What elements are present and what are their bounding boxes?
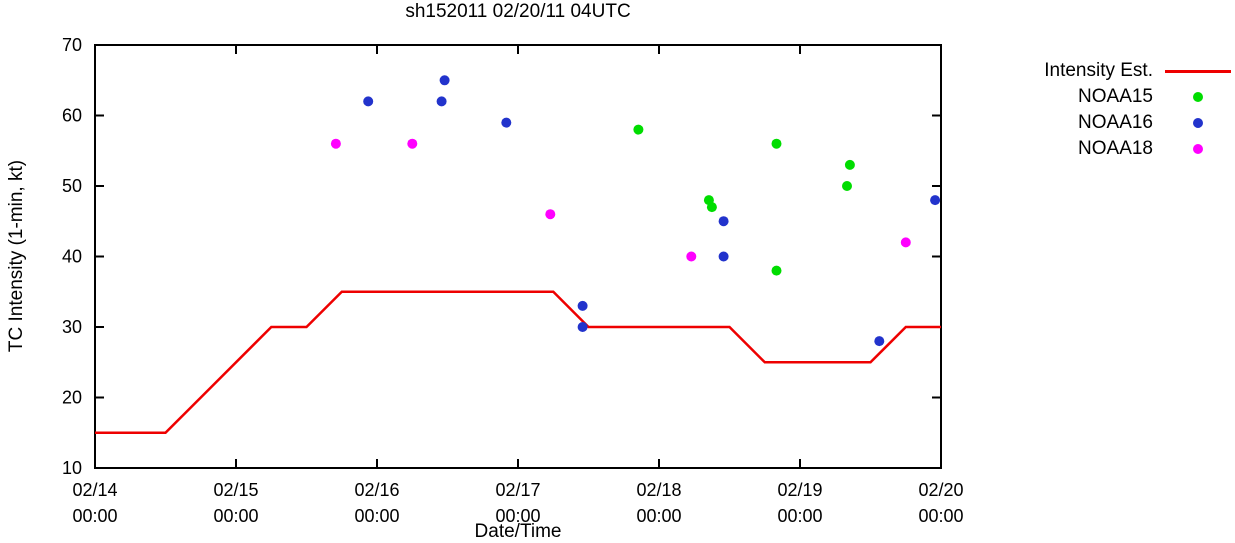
legend-label-intensity-est: Intensity Est. xyxy=(1044,60,1153,81)
svg-text:00:00: 00:00 xyxy=(918,506,963,526)
legend-label-noaa15: NOAA15 xyxy=(1078,86,1153,107)
svg-text:02/18: 02/18 xyxy=(636,480,681,500)
svg-text:40: 40 xyxy=(62,247,82,267)
legend-item-noaa16: NOAA16 xyxy=(1044,110,1231,136)
intensity-line-marker xyxy=(1165,64,1231,78)
chart-title: sh152011 02/20/11 04UTC xyxy=(405,1,631,22)
svg-text:00:00: 00:00 xyxy=(354,506,399,526)
svg-text:20: 20 xyxy=(62,388,82,408)
svg-text:02/14: 02/14 xyxy=(72,480,117,500)
legend-item-intensity-est: Intensity Est. xyxy=(1044,58,1231,84)
legend: Intensity Est. NOAA15 NOAA16 NOAA18 xyxy=(1044,58,1231,162)
svg-text:02/19: 02/19 xyxy=(777,480,822,500)
noaa15-dot-marker xyxy=(1165,90,1231,104)
noaa16-dot-marker xyxy=(1165,116,1231,130)
svg-text:02/17: 02/17 xyxy=(495,480,540,500)
legend-label-noaa18: NOAA18 xyxy=(1078,138,1153,159)
legend-label-noaa16: NOAA16 xyxy=(1078,112,1153,133)
svg-text:00:00: 00:00 xyxy=(213,506,258,526)
svg-text:00:00: 00:00 xyxy=(495,506,540,526)
svg-text:00:00: 00:00 xyxy=(72,506,117,526)
svg-text:70: 70 xyxy=(62,35,82,55)
svg-text:10: 10 xyxy=(62,458,82,478)
legend-item-noaa15: NOAA15 xyxy=(1044,84,1231,110)
svg-text:60: 60 xyxy=(62,106,82,126)
svg-text:30: 30 xyxy=(62,317,82,337)
svg-text:02/20: 02/20 xyxy=(918,480,963,500)
noaa18-dot-marker xyxy=(1165,142,1231,156)
svg-text:50: 50 xyxy=(62,176,82,196)
svg-text:00:00: 00:00 xyxy=(777,506,822,526)
svg-text:02/16: 02/16 xyxy=(354,480,399,500)
legend-item-noaa18: NOAA18 xyxy=(1044,136,1231,162)
x-axis-label: Date/Time xyxy=(474,521,562,542)
svg-text:02/15: 02/15 xyxy=(213,480,258,500)
svg-text:00:00: 00:00 xyxy=(636,506,681,526)
